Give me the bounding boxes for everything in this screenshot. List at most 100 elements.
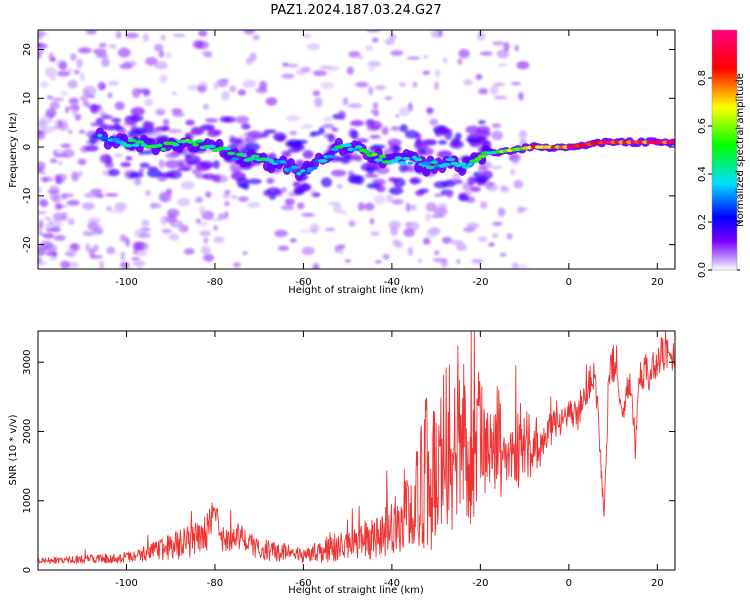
spectrogram-noise-blob (493, 95, 508, 100)
spectrogram-noise-blob (371, 37, 379, 43)
spectrogram-ridge-core (341, 143, 352, 148)
spectrogram-halo-blob (454, 179, 464, 185)
spectrogram-noise-blob (85, 30, 97, 35)
spectrogram-ridge-core (374, 158, 384, 162)
spectrogram-halo-blob (247, 130, 263, 138)
spectrogram-noise-blob (52, 212, 65, 222)
spectrogram-halo-blob (312, 192, 321, 198)
spectrogram-halo-blob (404, 129, 419, 139)
spectrogram-noise-blob (314, 97, 323, 108)
spectrogram-noise-blob (365, 45, 374, 52)
spectrogram-y-axis-label: Frequency (Hz) (8, 112, 19, 188)
spectrogram-halo-blob (433, 181, 448, 189)
snr-y-ticks: 0 1000 2000 3000 (22, 349, 675, 573)
spectrogram-halo-blob (120, 161, 131, 168)
spectrogram-halo-blob (354, 175, 365, 185)
spectrogram-halo-blob (387, 138, 402, 147)
spectrogram-noise-blob (490, 85, 499, 95)
spectrogram-noise-blob (312, 90, 321, 97)
spectrogram-noise-blob (422, 70, 430, 75)
spectrogram-halo-blob (266, 177, 275, 184)
spectrogram-noise-blob (52, 195, 62, 204)
spectrogram-ridge-core (160, 147, 167, 152)
spectrogram-x-tick-label: -60 (295, 277, 311, 288)
spectrogram-noise-blob (138, 168, 145, 174)
spectrogram-noise-blob (407, 246, 414, 256)
spectrogram-halo-blob (292, 181, 300, 188)
spectrogram-ridge-core (97, 133, 103, 138)
spectrogram-noise-blob (59, 193, 74, 198)
spectrogram-ridge-core (467, 162, 474, 167)
spectrogram-noise-blob (221, 78, 230, 82)
spectrogram-noise-blob (410, 204, 417, 211)
spectrogram-halo-blob (90, 122, 103, 127)
spectrogram-noise-blob (133, 176, 142, 186)
spectrogram-noise-blob (438, 30, 443, 37)
spectrogram-noise-blob (344, 259, 351, 263)
spectrogram-halo-blob (124, 115, 139, 125)
spectrogram-y-ticks: -20 -10 0 10 20 (22, 43, 675, 253)
spectrogram-noise-blob (322, 116, 334, 122)
spectrogram-halo-blob (438, 140, 447, 145)
spectrogram-noise-blob (289, 238, 297, 243)
spectrogram-halo-blob (184, 153, 192, 159)
spectrogram-noise-blob (306, 43, 320, 51)
spectrogram-noise-blob (235, 115, 250, 124)
spectrogram-noise-blob (224, 211, 229, 219)
spectrogram-y-tick-label: 20 (22, 43, 33, 56)
spectrogram-x-tick-label: -40 (384, 277, 400, 288)
spectrogram-noise-blob (206, 148, 212, 154)
spectrogram-noise-blob (295, 68, 307, 76)
spectrogram-noise-blob (497, 63, 508, 67)
spectrogram-ridge-core (371, 152, 378, 157)
snr-x-tick-label: 0 (566, 578, 572, 589)
spectrogram-noise-blob (172, 91, 177, 96)
spectrogram-noise-blob (388, 220, 401, 230)
spectrogram-halo-blob (366, 183, 380, 189)
spectrogram-noise-blob (67, 79, 78, 89)
spectrogram-noise-blob (213, 82, 219, 91)
spectrogram-x-ticks: -100 -80 -60 -40 -20 0 20 (115, 30, 664, 288)
figure-title: PAZ1.2024.187.03.24.G27 (270, 3, 441, 18)
spectrogram-ridge-core (194, 139, 205, 143)
spectrogram-noise-blob (118, 47, 131, 58)
spectrogram-ridge-core (397, 161, 408, 165)
spectrogram-ridge-core (127, 138, 137, 143)
spectrogram-noise-blob (58, 61, 68, 71)
spectrogram-halo-blob (287, 139, 301, 148)
spectrogram-ridge-core (421, 161, 432, 165)
spectrogram-noise-blob (158, 159, 165, 169)
spectrogram-halo-blob (177, 166, 191, 172)
spectrogram-noise-blob (71, 172, 79, 182)
spectrogram-noise-blob (511, 156, 520, 165)
spectrogram-noise-blob (510, 168, 515, 175)
spectrogram-noise-blob (426, 228, 437, 239)
spectrogram-ridge (95, 127, 675, 181)
spectrogram-noise-blob (326, 66, 340, 71)
spectrogram-noise-blob (309, 223, 320, 232)
spectrogram-noise-blob (48, 256, 58, 261)
spectrogram-noise-blob (82, 230, 95, 237)
spectrogram-halo-blob (85, 144, 99, 152)
spectrogram-noise-blob (252, 34, 260, 41)
snr-y-tick-label: 2000 (22, 419, 33, 444)
snr-x-tick-label: -20 (472, 578, 488, 589)
spectrogram-halo-blob (398, 163, 408, 173)
spectrogram-noise-blob (405, 203, 411, 212)
spectrogram-noise-blob (346, 66, 354, 75)
spectrogram-noise-blob (210, 218, 223, 222)
spectrogram-noise-blob (487, 182, 495, 186)
spectrogram-ridge-core (441, 162, 451, 167)
spectrogram-noise-blob (49, 101, 60, 110)
spectrogram-halo-blob (369, 134, 381, 139)
spectrogram-noise-blob (325, 227, 336, 232)
spectrogram-noise-blob (38, 130, 43, 134)
spectrogram-noise-blob (516, 61, 530, 70)
spectrogram-halo-blob (416, 148, 426, 156)
spectrogram-noise-blob (40, 81, 49, 88)
spectrogram-noise-blob (425, 202, 437, 212)
spectrogram-halo-blob (298, 139, 308, 144)
spectrogram-ridge-core (207, 144, 216, 149)
spectrogram-noise-blob (44, 67, 58, 78)
